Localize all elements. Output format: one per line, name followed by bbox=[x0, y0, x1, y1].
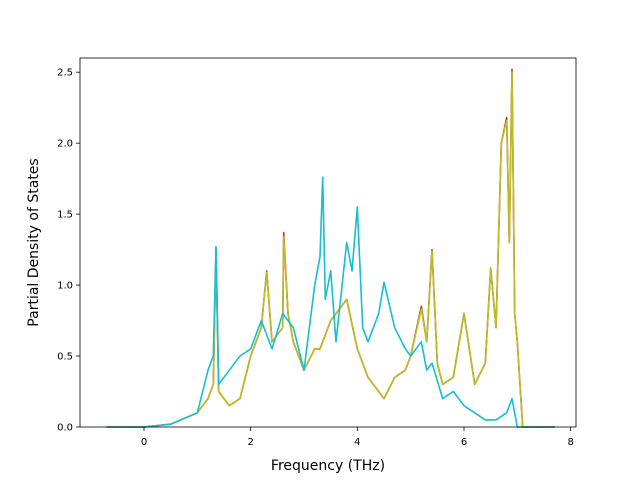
y-tick-label: 0.0 bbox=[57, 423, 73, 434]
x-tick-label: 2 bbox=[247, 437, 253, 448]
x-tick-label: 0 bbox=[141, 437, 147, 448]
y-axis-title: Partial Density of States bbox=[26, 158, 42, 326]
y-tick-label: 2.0 bbox=[57, 139, 73, 150]
y-tick-label: 2.5 bbox=[57, 68, 73, 79]
y-tick-label: 1.0 bbox=[57, 281, 73, 292]
series-line-3 bbox=[106, 176, 555, 428]
x-tick-label: 8 bbox=[567, 437, 573, 448]
x-tick-label: 6 bbox=[461, 437, 467, 448]
series-line-2 bbox=[106, 71, 555, 428]
y-tick-label: 0.5 bbox=[57, 352, 73, 363]
x-axis-title: Frequency (THz) bbox=[271, 458, 385, 474]
y-axis-ticks: 0.0 0.5 1.0 1.5 2.0 2.5 bbox=[57, 68, 80, 434]
plot-frame bbox=[79, 57, 577, 428]
x-tick-label: 4 bbox=[354, 437, 360, 448]
x-axis-ticks: 0 2 4 6 8 bbox=[141, 427, 574, 448]
series-layer bbox=[106, 68, 555, 428]
y-tick-label: 1.5 bbox=[57, 210, 73, 221]
